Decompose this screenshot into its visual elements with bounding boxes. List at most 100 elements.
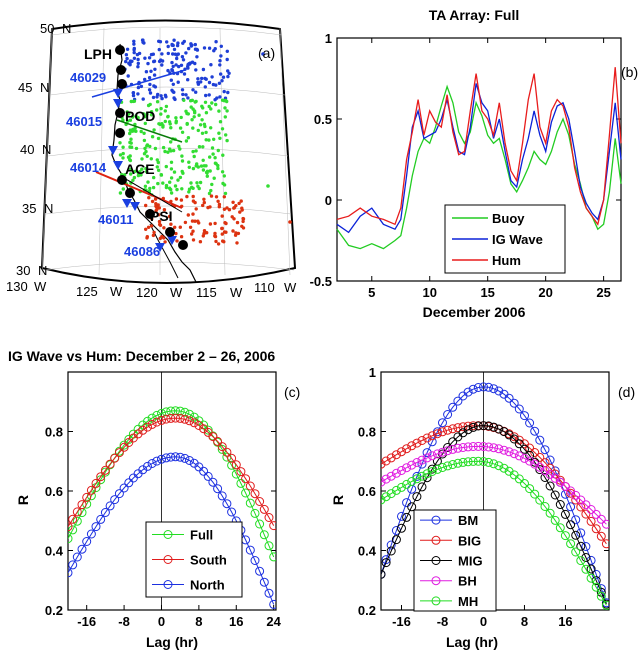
station-dot-central [128, 128, 132, 132]
station-dot-central [144, 166, 148, 171]
station-dot-central [169, 191, 174, 195]
series-point-mh [397, 482, 406, 492]
station-dot-central [189, 105, 193, 109]
series-point-mh [555, 523, 565, 533]
x-tick-label: 8 [195, 614, 202, 629]
station-dot-north [141, 97, 145, 101]
station-dot-south [178, 225, 182, 229]
station-dot-south [235, 241, 239, 245]
series-point-mh [499, 463, 509, 473]
station-dot-central [204, 138, 208, 142]
station-marker [117, 175, 127, 185]
station-dot-north [175, 53, 179, 57]
series-point-bm [386, 540, 396, 550]
station-dot-central [140, 167, 144, 171]
series-point-bm [463, 387, 473, 397]
series-point-bh [591, 509, 601, 519]
series-point-mig [550, 490, 560, 500]
series-point-bm [566, 502, 576, 512]
series-point-full [259, 530, 269, 540]
series-point-bm [494, 386, 504, 396]
station-dot-central [164, 164, 168, 169]
series-point-big [412, 438, 422, 448]
station-dot-central [143, 121, 147, 126]
buoy-label-46029: 46029 [70, 70, 106, 85]
station-dot-north [143, 77, 147, 82]
series-point-big [601, 539, 609, 549]
station-dot-south [214, 195, 219, 199]
station-dot-south [239, 199, 243, 203]
series-point-mig [571, 530, 581, 540]
series-point-mh [514, 474, 524, 484]
station-dot-central [121, 156, 125, 160]
station-dot-north [151, 95, 156, 100]
series-point-bm [540, 445, 550, 455]
series-point-mig [468, 422, 478, 432]
station-dot-central [148, 102, 152, 107]
series-point-big [458, 422, 468, 432]
station-marker [115, 108, 125, 118]
station-dot-south [202, 197, 206, 201]
station-dot-south [191, 194, 195, 199]
station-dot-north [147, 56, 152, 60]
station-dot-central [136, 171, 141, 175]
station-dot-central [225, 138, 229, 143]
station-dot-central [145, 112, 149, 116]
panel-c-title: IG Wave vs Hum: December 2 – 26, 2006 [8, 348, 275, 364]
legend-marker [431, 576, 441, 586]
station-dot-north [160, 96, 164, 101]
station-dot-north [148, 82, 152, 87]
station-dot-south [225, 206, 229, 210]
series-point-south [105, 459, 115, 469]
station-dot-north [132, 42, 136, 46]
station-markers [115, 45, 188, 250]
station-dot-central [158, 122, 162, 127]
station-dot-north [136, 57, 140, 62]
series-point-mh [412, 474, 422, 484]
station-dot-central [216, 163, 220, 168]
buoy-label-46086: 46086 [124, 244, 160, 259]
buoy-marker [130, 202, 140, 211]
series-point-bh [601, 519, 609, 529]
station-dot-central [166, 150, 170, 154]
station-dot-central [194, 149, 198, 153]
station-dot-north [172, 47, 177, 52]
series-point-mh [484, 457, 494, 467]
station-marker [116, 65, 126, 75]
series-point-mig [514, 439, 524, 449]
legend-label: BH [458, 574, 477, 589]
station-dot-north [220, 79, 224, 83]
station-dot-south [231, 229, 235, 233]
series-point-south [185, 416, 194, 426]
station-dot-north [195, 48, 200, 52]
series-point-big [453, 423, 463, 433]
station-dot-central [145, 170, 149, 174]
series-point-bh [473, 441, 483, 451]
station-dot-central [128, 140, 132, 145]
station-dot-south [220, 226, 224, 231]
series-point-north [217, 491, 227, 501]
lat-unit-30: N [38, 263, 47, 278]
series-point-mh [596, 591, 606, 601]
series-point-mh [535, 495, 545, 505]
legend-label: MIG [458, 554, 483, 569]
series-point-bh [484, 442, 494, 452]
series-point-mh [463, 457, 473, 467]
station-dot-central [166, 115, 170, 119]
series-point-south [72, 507, 82, 517]
buoy-marker [113, 99, 123, 108]
series-line-full [68, 410, 275, 558]
station-dot-north [165, 40, 169, 44]
station-dot-central [196, 128, 200, 133]
station-dot-central [136, 116, 140, 120]
buoy-marker [108, 146, 118, 155]
station-dot-south [149, 224, 154, 228]
station-dot-central [191, 166, 196, 171]
station-dot-south [220, 214, 224, 218]
station-dot-central [139, 173, 143, 177]
series-point-full [68, 534, 73, 544]
station-dot-central [180, 159, 185, 163]
series-point-bm [525, 418, 535, 428]
station-dot-central [203, 100, 208, 105]
graticule-lat [47, 147, 289, 157]
